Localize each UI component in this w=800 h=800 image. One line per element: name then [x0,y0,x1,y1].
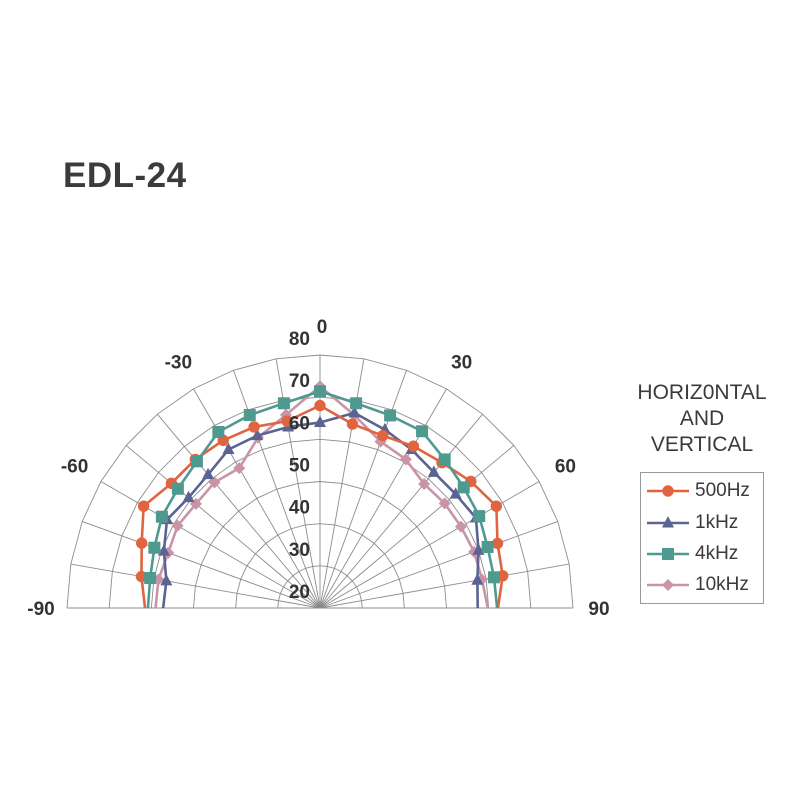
triangle-marker [202,467,215,480]
grid-spoke [193,388,321,609]
diamond-marker [399,453,412,466]
radial-label: 80 [289,329,310,350]
triangle-marker [471,573,484,585]
square-marker [416,425,429,438]
square-marker [144,572,157,585]
diamond-marker [418,477,431,490]
grid-spoke [319,521,558,609]
series-4khz [144,385,500,609]
square-marker [190,455,203,468]
circle-marker [135,537,148,549]
square-marker [148,541,161,554]
square-marker [457,481,470,494]
square-marker [481,540,494,553]
angle-label: 0 [317,317,328,338]
diamond-marker [233,462,246,475]
circle-marker [137,500,150,512]
square-marker [487,571,500,584]
triangle-marker [157,544,170,556]
legend-title: HORIZ0NTAL AND VERTICAL [622,380,782,458]
triangle-marker [160,574,173,586]
square-marker [155,510,168,523]
circle-marker [314,399,326,412]
angle-label: -90 [27,599,54,620]
square-marker [384,409,397,422]
legend-item-500hz: 500Hz [645,476,750,506]
triangle-marker [427,465,440,477]
square-icon [647,548,689,560]
triangle-marker [222,442,235,455]
legend-label: 500Hz [695,480,750,501]
series-1khz [157,405,485,609]
legend-label: 10kHz [695,574,749,595]
legend-label: 4kHz [695,543,739,564]
diamond-marker [171,519,184,532]
triangle-icon [647,516,689,528]
chart-title: EDL-24 [63,156,187,195]
grid-spoke [319,481,540,609]
radial-label: 70 [289,371,310,392]
triangle-marker [472,543,485,555]
diamond-marker [208,476,221,489]
radial-label: 60 [289,413,310,434]
legend-title-line: AND [679,407,725,430]
angle-label: 90 [588,599,609,620]
radial-label: 30 [289,540,310,561]
angle-label: -30 [165,353,192,374]
grid-spoke [319,413,483,609]
square-marker [473,510,486,523]
circle-marker [377,429,389,442]
diamond-icon [647,579,689,591]
square-marker [277,397,290,410]
legend-item-4khz: 4kHz [645,539,738,569]
triangle-marker [449,487,462,499]
circle-marker [490,500,503,512]
diamond-marker [438,497,451,510]
square-marker [350,397,363,410]
triangle-marker [251,428,264,441]
grid-spoke [319,563,570,609]
circle-marker [248,421,260,433]
triangle-marker [348,405,361,418]
grid [66,354,574,609]
radial-label: 50 [289,456,310,477]
diamond-marker [662,579,674,591]
circle-marker [407,440,420,452]
radial-label: 20 [289,582,310,603]
circle-marker [662,485,674,497]
square-marker [438,453,451,466]
radial-label: 40 [289,498,310,519]
legend-item-1khz: 1kHz [645,508,738,538]
square-marker [243,409,256,422]
circle-marker [281,415,293,427]
angle-label: 30 [451,353,472,374]
square-marker [171,482,184,495]
legend-item-10khz: 10kHz [645,570,749,600]
grid-spoke [100,481,321,609]
grid-spoke [157,413,321,609]
triangle-marker [182,490,195,503]
legend-title-line: HORIZ0NTAL [637,381,767,404]
square-marker [314,385,326,398]
angle-label: -60 [61,456,88,477]
square-marker [662,548,674,560]
triangle-marker [314,415,326,427]
circle-marker [346,418,359,430]
grid-spoke [70,563,321,609]
triangle-marker [662,516,674,528]
grid-spoke [125,445,321,609]
diamond-marker [454,520,467,533]
circle-icon [647,485,689,497]
angle-label: 60 [555,456,576,477]
legend-label: 1kHz [695,512,739,533]
grid-spoke [319,445,515,609]
grid-spoke [82,521,321,609]
legend-title-line: VERTICAL [650,433,754,456]
legend: 500Hz 1kHz 4kHz 10kHz [640,472,764,604]
square-marker [212,425,225,438]
circle-marker [491,537,504,550]
